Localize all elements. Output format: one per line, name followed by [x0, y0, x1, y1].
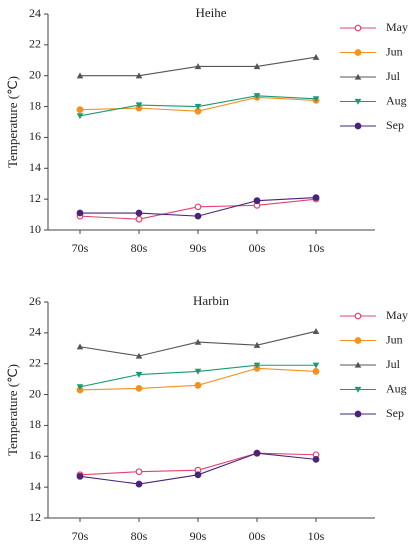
- y-tick-label: 16: [29, 129, 41, 143]
- legend-label: May: [386, 20, 408, 34]
- point: [135, 215, 143, 223]
- legend-label: Jun: [386, 332, 403, 346]
- legend-label: Sep: [386, 118, 404, 132]
- point: [312, 96, 320, 103]
- point: [135, 72, 143, 79]
- x-tick-label: 00s: [249, 241, 266, 255]
- legend-label: Aug: [386, 381, 407, 395]
- y-tick-label: 26: [29, 294, 41, 308]
- x-tick-label: 90s: [190, 529, 207, 543]
- legend-marker: [354, 73, 362, 80]
- y-axis-label: Temperature (℃): [5, 364, 20, 456]
- point: [194, 338, 202, 345]
- x-tick-label: 90s: [190, 241, 207, 255]
- legend-marker: [354, 312, 362, 320]
- y-tick-label: 24: [29, 6, 41, 20]
- point: [135, 352, 143, 359]
- point: [76, 384, 84, 391]
- point: [312, 362, 320, 369]
- x-tick-label: 10s: [308, 241, 325, 255]
- point: [253, 197, 261, 205]
- point: [76, 343, 84, 350]
- point: [76, 106, 84, 114]
- y-tick-label: 12: [29, 510, 41, 524]
- point: [194, 368, 202, 375]
- point: [253, 362, 261, 369]
- y-tick-label: 14: [29, 479, 41, 493]
- point: [76, 72, 84, 79]
- point: [135, 209, 143, 217]
- y-tick-label: 10: [29, 222, 41, 236]
- x-tick-label: 70s: [72, 529, 89, 543]
- y-tick-label: 22: [29, 355, 41, 369]
- point: [312, 53, 320, 60]
- point: [135, 102, 143, 109]
- legend-label: Jun: [386, 44, 403, 58]
- x-tick-label: 10s: [308, 529, 325, 543]
- legend-label: Sep: [386, 406, 404, 420]
- point: [253, 341, 261, 348]
- y-tick-label: 22: [29, 37, 41, 51]
- x-tick-label: 80s: [131, 529, 148, 543]
- point: [135, 480, 143, 488]
- y-tick-label: 20: [29, 386, 41, 400]
- chart-title: Heihe: [195, 5, 226, 20]
- point: [312, 328, 320, 334]
- legend-label: May: [386, 308, 408, 322]
- point: [194, 203, 202, 211]
- point: [194, 63, 202, 70]
- y-tick-label: 24: [29, 325, 41, 339]
- point: [194, 212, 202, 220]
- legend-marker: [354, 337, 362, 344]
- point: [312, 455, 320, 463]
- x-tick-label: 70s: [72, 241, 89, 255]
- x-tick-label: 00s: [249, 529, 266, 543]
- legend-label: Jul: [386, 69, 401, 83]
- legend-marker: [354, 386, 362, 393]
- chart-title: Harbin: [193, 293, 230, 308]
- legend-marker: [354, 49, 362, 56]
- y-tick-label: 12: [29, 191, 41, 205]
- point: [194, 471, 202, 479]
- point: [312, 194, 320, 202]
- point: [135, 371, 143, 378]
- y-tick-label: 20: [29, 67, 41, 81]
- y-tick-label: 14: [29, 160, 41, 174]
- legend-marker: [354, 122, 362, 130]
- y-tick-label: 18: [29, 417, 41, 431]
- y-tick-label: 16: [29, 448, 41, 462]
- legend-marker: [354, 410, 362, 418]
- point: [253, 93, 261, 100]
- point: [253, 63, 261, 70]
- point: [76, 209, 84, 217]
- legend-marker: [354, 361, 362, 368]
- legend-label: Jul: [386, 357, 401, 371]
- point: [194, 381, 202, 389]
- point: [312, 368, 320, 375]
- point: [76, 472, 84, 480]
- point: [194, 103, 202, 110]
- y-tick-label: 18: [29, 98, 41, 112]
- point: [76, 113, 84, 120]
- legend-label: Aug: [386, 93, 407, 107]
- x-tick-label: 80s: [131, 241, 148, 255]
- point: [253, 449, 261, 457]
- point: [135, 385, 143, 392]
- point: [135, 468, 143, 476]
- legend-marker: [354, 98, 362, 105]
- y-axis-label: Temperature (℃): [5, 76, 20, 168]
- legend-marker: [354, 24, 362, 32]
